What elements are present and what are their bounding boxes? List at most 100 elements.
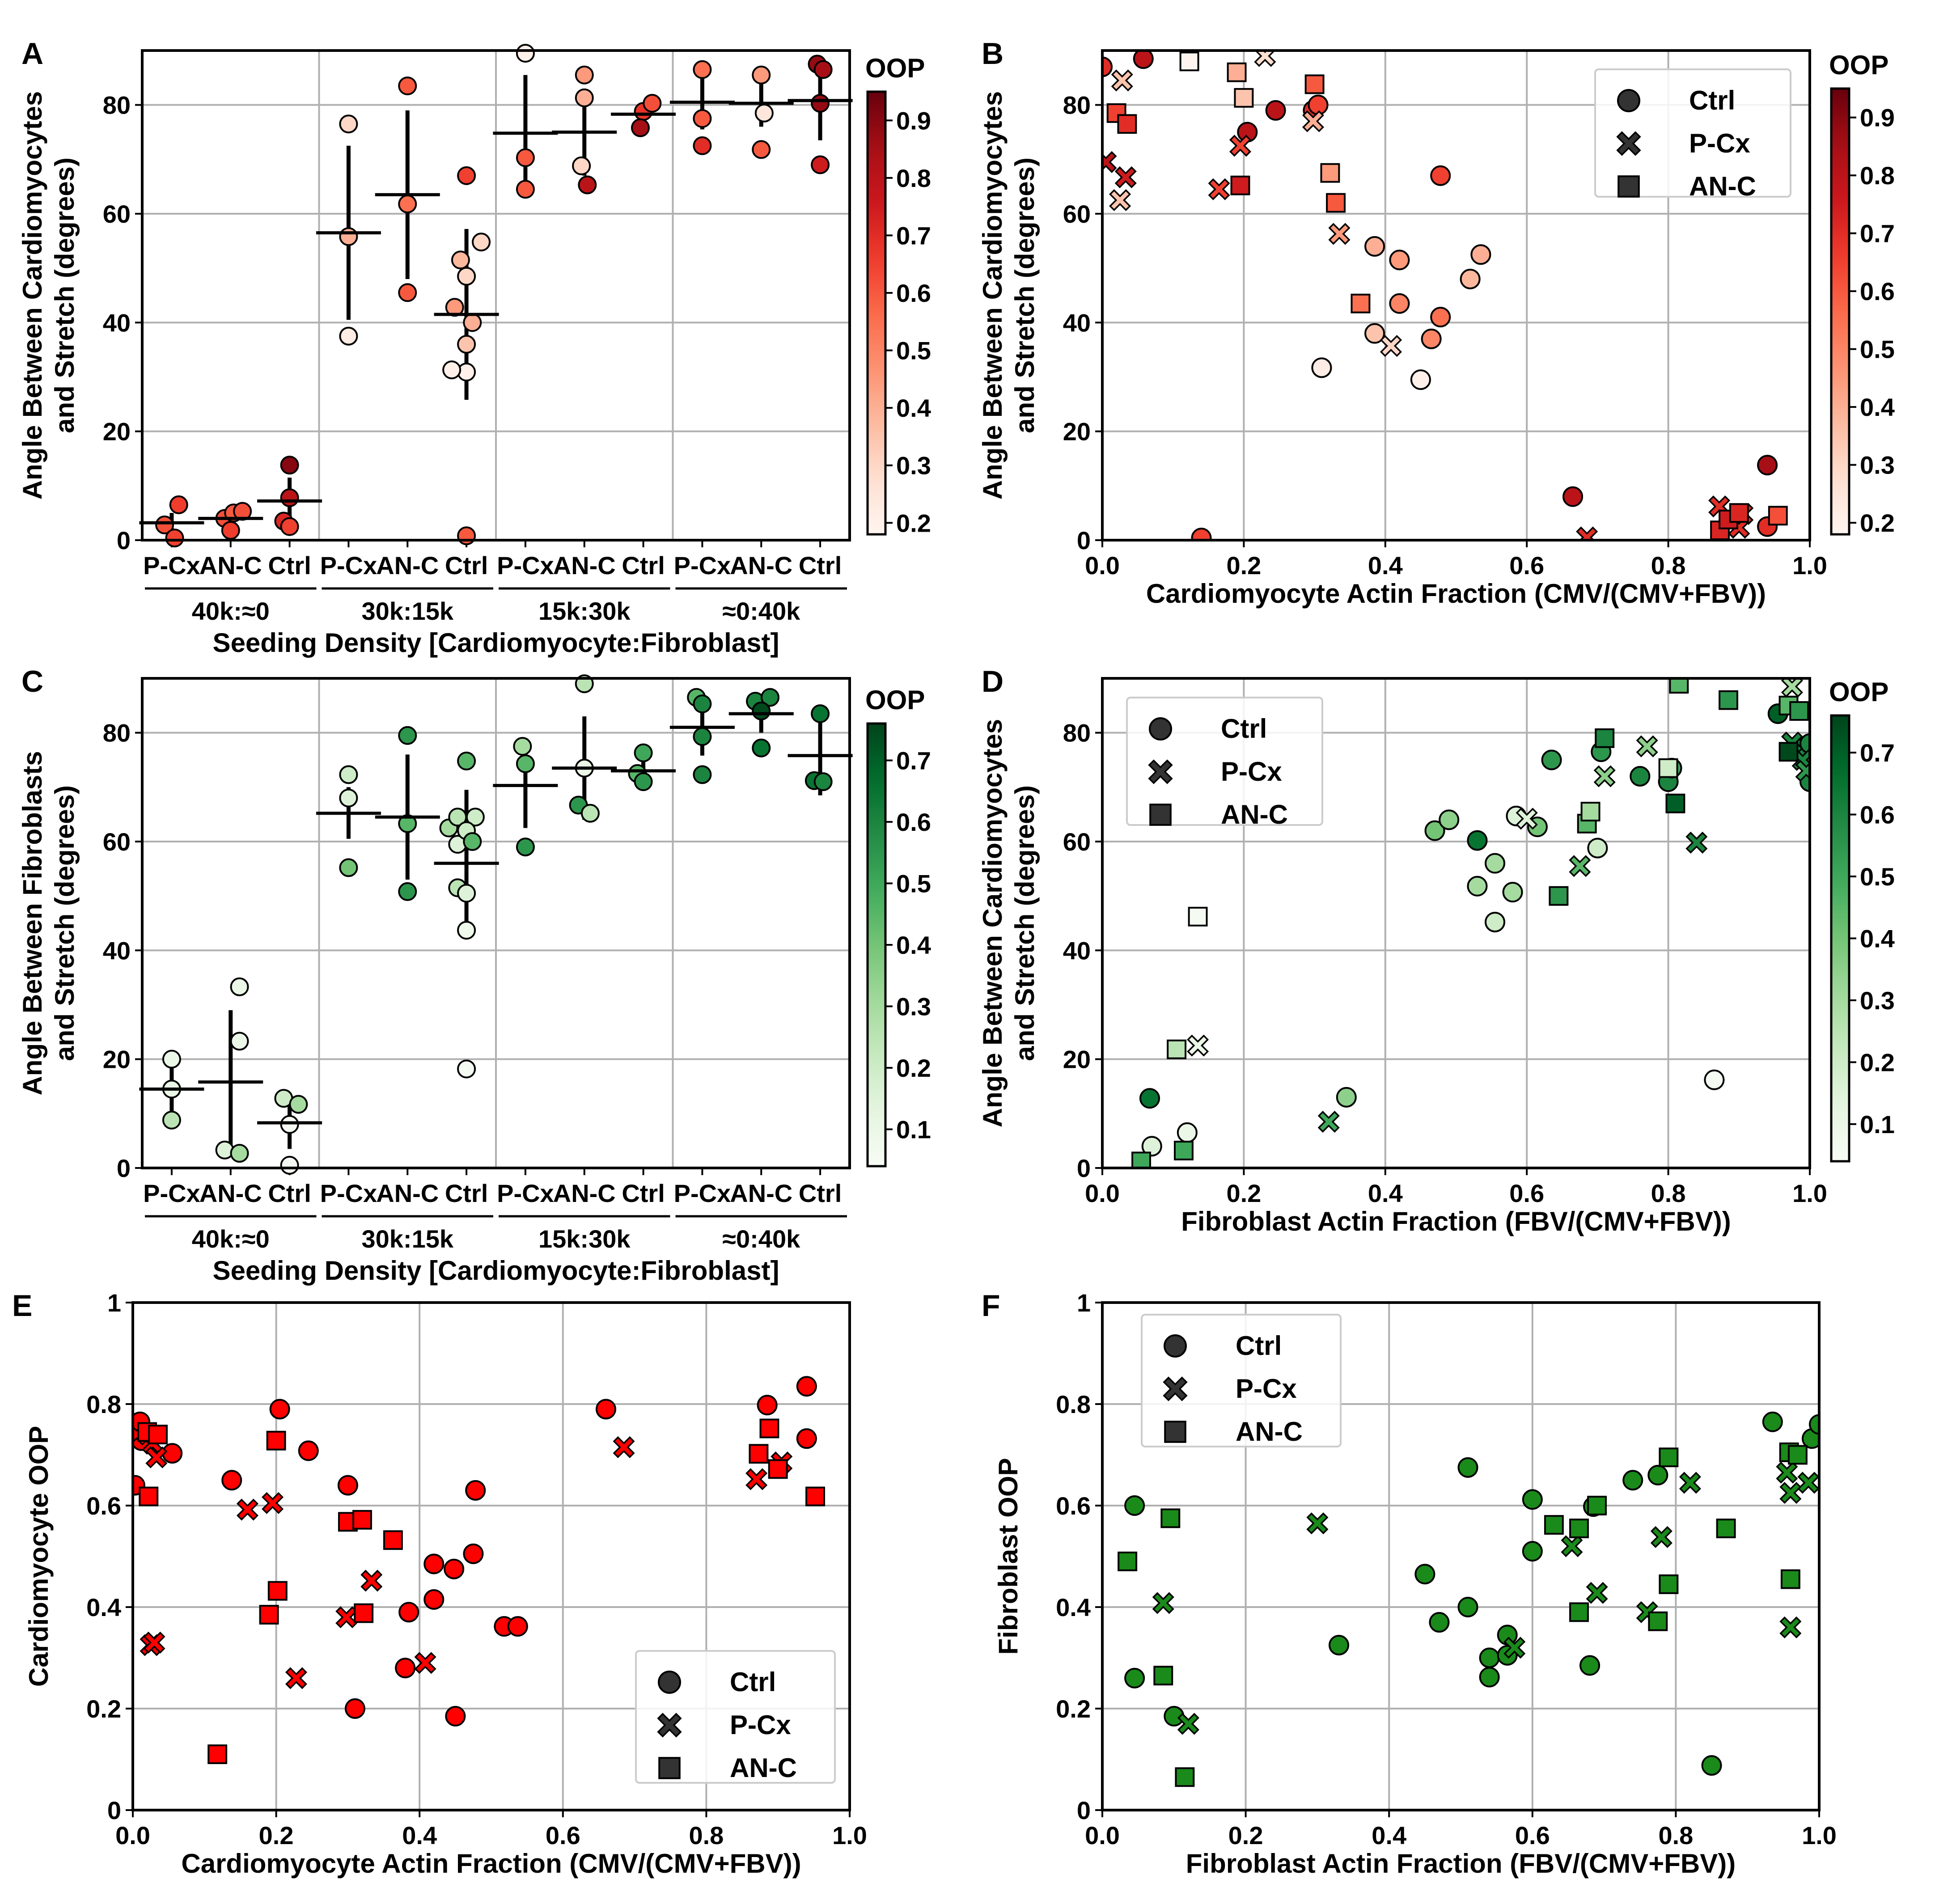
data-point-p-cx bbox=[285, 1667, 307, 1689]
y-tick-label: 0.8 bbox=[1056, 1390, 1091, 1418]
colorbar-tick-label: 0.9 bbox=[896, 106, 931, 135]
data-point-ctrl bbox=[1414, 1564, 1435, 1585]
legend-label: P-Cx bbox=[1236, 1374, 1297, 1404]
y-tick-label: 0 bbox=[107, 1796, 121, 1824]
data-point-an-c bbox=[1789, 701, 1809, 721]
legend-marker bbox=[1164, 1334, 1187, 1358]
data-point-an-c bbox=[1227, 62, 1247, 82]
panel-B: 0 20 40 60 80 Angle Between Cardiomyocytes and… bbox=[978, 37, 1895, 609]
x-tick-label: AN-C bbox=[199, 1179, 262, 1207]
legend-marker bbox=[1149, 717, 1172, 740]
panel-letter: C bbox=[21, 664, 43, 698]
legend-label: AN-C bbox=[730, 1753, 797, 1783]
y-tick-label: 0 bbox=[117, 1154, 131, 1182]
data-point-an-c bbox=[1569, 1602, 1589, 1622]
legend-marker bbox=[1149, 804, 1172, 826]
colorbar-label: OOP bbox=[865, 53, 925, 83]
data-point-p-cx bbox=[1569, 855, 1591, 877]
x-axis-label: Seeding Density [Cardiomyocyte:Fibroblas… bbox=[213, 628, 779, 658]
data-point-ctrl bbox=[1124, 1495, 1145, 1516]
x-tick-label: AN-C bbox=[553, 1179, 616, 1207]
data-point-an-c bbox=[1659, 1574, 1679, 1594]
data-point-ctrl bbox=[298, 1440, 319, 1461]
colorbar-tick-label: 0.7 bbox=[896, 747, 931, 775]
data-point-an-c bbox=[139, 1486, 159, 1506]
y-axis-label: Angle Between Cardiomyocytes bbox=[17, 91, 47, 500]
data-point-ctrl bbox=[1364, 236, 1385, 257]
data-point-p-cx bbox=[1586, 1582, 1608, 1604]
y-tick-label: 0 bbox=[1077, 1796, 1091, 1824]
data-point-an-c bbox=[1648, 1611, 1668, 1631]
data-point bbox=[575, 65, 594, 85]
data-point bbox=[280, 456, 299, 475]
x-tick-label: 1.0 bbox=[1792, 551, 1827, 580]
x-tick-label: Ctrl bbox=[445, 1179, 488, 1207]
data-point-an-c bbox=[1351, 293, 1371, 313]
data-point-an-c bbox=[1595, 728, 1615, 748]
data-point-an-c bbox=[383, 1530, 403, 1550]
x-tick-label: AN-C bbox=[376, 1179, 439, 1207]
data-point bbox=[280, 1155, 299, 1175]
x-tick-label: Ctrl bbox=[445, 551, 488, 580]
data-point-an-c bbox=[1326, 193, 1346, 213]
y-axis-label: Angle Between Cardiomyocytes bbox=[978, 91, 1008, 500]
colorbar-tick-label: 0.5 bbox=[896, 870, 931, 898]
data-point bbox=[693, 60, 712, 79]
data-point-an-c bbox=[1665, 793, 1685, 813]
colorbar-tick-label: 0.2 bbox=[1860, 509, 1895, 537]
y-tick-label: 0.2 bbox=[86, 1695, 121, 1723]
colorbar-tick-label: 0.4 bbox=[896, 394, 931, 422]
x-tick-label: 0.4 bbox=[1372, 1821, 1406, 1849]
data-point-ctrl bbox=[1439, 809, 1460, 830]
data-point-an-c bbox=[1669, 678, 1689, 694]
data-point bbox=[634, 772, 653, 791]
group-label: 15k:30k bbox=[538, 1225, 631, 1253]
x-tick-label: 0.2 bbox=[1226, 1179, 1261, 1207]
x-tick-label: AN-C bbox=[376, 551, 439, 580]
panel-letter: A bbox=[21, 37, 43, 71]
y-tick-label: 40 bbox=[1063, 309, 1091, 337]
data-point-p-cx bbox=[1561, 1535, 1583, 1557]
data-point-p-cx bbox=[613, 1436, 635, 1458]
data-point-ctrl bbox=[1457, 1597, 1478, 1617]
data-point bbox=[230, 1032, 249, 1051]
colorbar-tick-label: 0.5 bbox=[1860, 863, 1895, 891]
data-point-an-c bbox=[1729, 503, 1749, 523]
data-point-p-cx bbox=[1650, 1526, 1672, 1548]
x-tick-label: 1.0 bbox=[1802, 1821, 1837, 1849]
data-point bbox=[280, 1115, 299, 1134]
legend-box bbox=[1141, 1314, 1342, 1447]
data-point-ctrl bbox=[1389, 293, 1410, 314]
data-point bbox=[457, 751, 476, 770]
data-point bbox=[398, 76, 417, 96]
data-point bbox=[466, 808, 485, 827]
x-tick-label: Ctrl bbox=[268, 551, 311, 580]
x-tick-label: P-Cx bbox=[674, 1179, 731, 1207]
group-label: 40k:≈0 bbox=[192, 1225, 270, 1253]
data-point-p-cx bbox=[1208, 178, 1230, 200]
data-point bbox=[165, 529, 184, 548]
panel-E: 0 0.2 0.4 0.6 0.8 1 Cardiomyocyte OOP 0.0 0.2 0.4… bbox=[12, 1289, 867, 1879]
x-tick-label: Ctrl bbox=[622, 551, 665, 580]
data-point bbox=[813, 60, 833, 79]
x-tick-label: 0.8 bbox=[689, 1821, 724, 1849]
data-point-ctrl bbox=[395, 1658, 416, 1679]
data-point-ctrl bbox=[1467, 876, 1488, 897]
x-tick-label: 0.4 bbox=[402, 1821, 437, 1849]
y-axis-label: and Stretch (degrees) bbox=[1010, 157, 1040, 433]
data-point-p-cx bbox=[1685, 831, 1708, 854]
data-point-an-c bbox=[749, 1444, 769, 1464]
data-point-p-cx bbox=[414, 1652, 436, 1674]
data-point-ctrl bbox=[344, 1698, 365, 1719]
data-point bbox=[578, 175, 597, 195]
data-point bbox=[516, 148, 535, 167]
data-point-ctrl bbox=[1579, 1655, 1601, 1676]
y-tick-label: 0.2 bbox=[1056, 1695, 1091, 1723]
data-point-an-c bbox=[768, 1459, 788, 1479]
data-point-p-cx bbox=[1177, 1713, 1199, 1735]
data-point-ctrl bbox=[398, 1602, 419, 1623]
x-tick-label: 1.0 bbox=[832, 1821, 867, 1849]
data-point-an-c bbox=[1117, 114, 1137, 134]
y-tick-label: 40 bbox=[1063, 936, 1091, 965]
data-point-p-cx bbox=[1576, 526, 1598, 540]
